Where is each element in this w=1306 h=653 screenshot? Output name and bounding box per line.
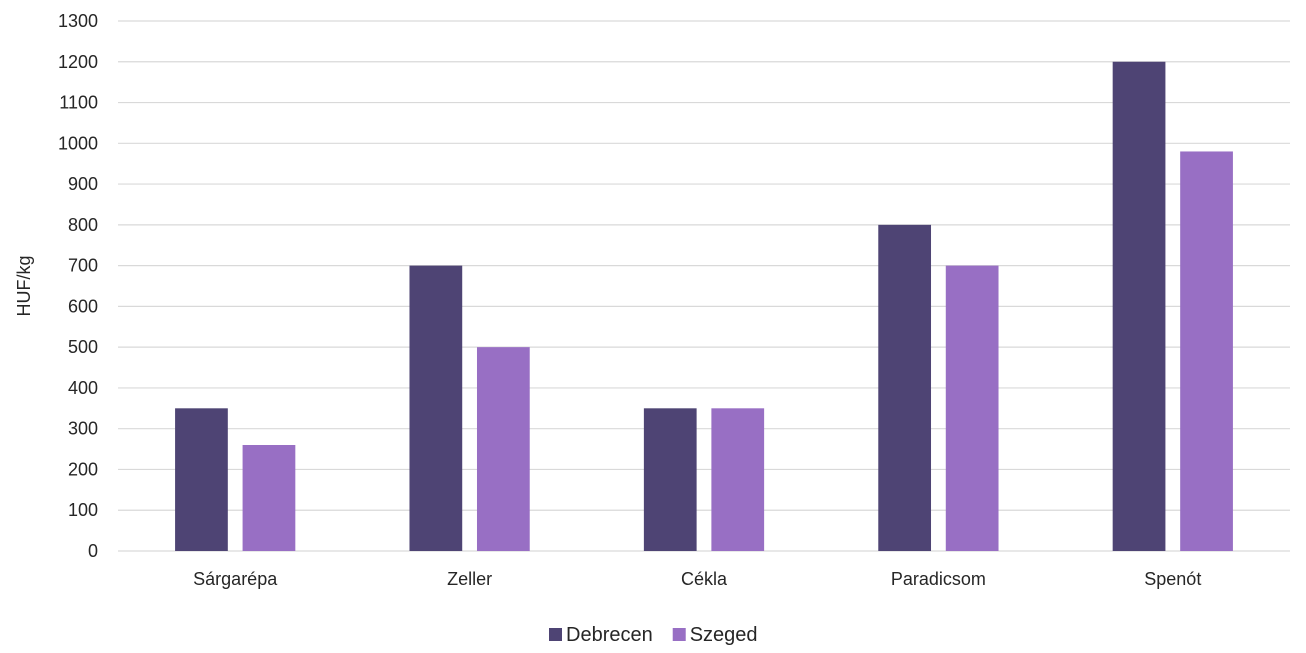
legend-swatch-debrecen — [549, 628, 562, 641]
x-tick-label: Spenót — [1144, 569, 1201, 589]
x-tick-label: Cékla — [681, 569, 728, 589]
bar-szeged-2 — [711, 408, 765, 551]
y-tick-label: 900 — [68, 174, 98, 194]
x-axis-ticks: Sárgarépa Zeller Cékla Paradicsom Spenót — [193, 569, 1201, 589]
bar-debrecen-1 — [409, 265, 463, 551]
y-tick-label: 1000 — [58, 133, 98, 153]
bar-debrecen-3 — [878, 224, 932, 551]
gridlines — [118, 20, 1290, 552]
legend: Debrecen Szeged — [549, 624, 758, 646]
bar-szeged-4 — [1180, 151, 1233, 551]
bar-debrecen-2 — [643, 408, 697, 551]
legend-label-debrecen: Debrecen — [566, 624, 653, 646]
y-tick-label: 600 — [68, 296, 98, 316]
y-axis-title: HUF/kg — [14, 255, 34, 316]
y-tick-label: 1100 — [59, 93, 98, 113]
bar-debrecen-0 — [175, 408, 228, 551]
y-axis-ticks: 0 100 200 300 400 500 600 700 800 900 1000 1100 1200… — [58, 11, 98, 561]
bar-szeged-3 — [945, 265, 999, 551]
x-tick-label: Paradicsom — [891, 569, 986, 589]
bars — [175, 61, 1233, 552]
y-tick-label: 1200 — [58, 52, 98, 72]
bar-szeged-0 — [242, 445, 296, 551]
bar-szeged-1 — [476, 347, 530, 551]
y-tick-label: 1300 — [58, 11, 98, 31]
legend-swatch-szeged — [672, 628, 686, 641]
y-tick-label: 0 — [88, 541, 98, 561]
y-tick-label: 400 — [68, 378, 98, 398]
legend-label-szeged: Szeged — [690, 624, 758, 646]
x-tick-label: Zeller — [447, 569, 492, 589]
y-tick-label: 200 — [68, 459, 98, 479]
y-tick-label: 300 — [68, 419, 98, 439]
bar-debrecen-4 — [1112, 61, 1166, 552]
y-tick-label: 100 — [68, 500, 98, 520]
x-tick-label: Sárgarépa — [193, 569, 278, 589]
y-tick-label: 800 — [68, 215, 98, 235]
y-tick-label: 700 — [68, 256, 98, 276]
y-tick-label: 500 — [68, 337, 98, 357]
